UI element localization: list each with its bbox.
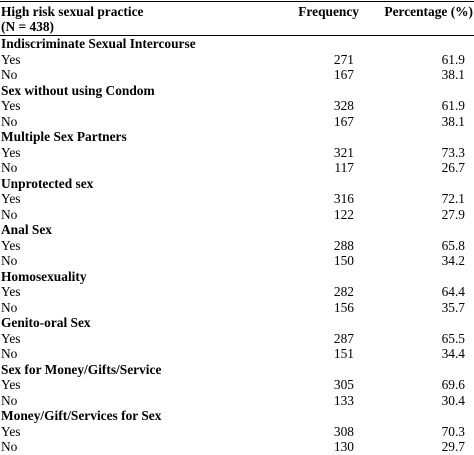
row-label: No xyxy=(1,67,18,82)
percentage-cell: 65.8 xyxy=(441,237,465,253)
table-row: Yes 308 70.3 xyxy=(0,424,474,440)
header-frequency: Frequency xyxy=(298,4,359,19)
frequency-cell: 167 xyxy=(333,113,354,129)
table-row: No 167 38.1 xyxy=(0,67,474,83)
table-row: No 117 26.7 xyxy=(0,160,474,176)
row-label: Yes xyxy=(1,51,21,67)
section-title: Unprotected sex xyxy=(1,175,94,191)
table-row: No 133 30.4 xyxy=(0,393,474,409)
percentage-cell: 73.3 xyxy=(441,144,465,160)
frequency-cell: 328 xyxy=(333,98,354,113)
percentage-cell: 29.7 xyxy=(441,439,465,454)
table-row: Yes 288 65.8 xyxy=(0,238,474,254)
frequency-cell: 122 xyxy=(333,206,354,222)
row-label: Yes xyxy=(1,98,21,113)
table-header: High risk sexual practice (N = 438) Freq… xyxy=(0,2,474,35)
row-label: Yes xyxy=(1,377,21,392)
table-row: No 156 35.7 xyxy=(0,300,474,316)
frequency-cell: 150 xyxy=(333,253,354,268)
row-label: No xyxy=(1,206,18,222)
percentage-cell: 61.9 xyxy=(441,51,465,67)
header-practice-label: High risk sexual practice xyxy=(1,4,144,19)
percentage-cell: 38.1 xyxy=(441,67,465,82)
table-body: Indiscriminate Sexual Intercourse Yes 271 6… xyxy=(0,36,474,455)
frequency-cell: 151 xyxy=(333,346,354,361)
row-label: No xyxy=(1,253,18,268)
frequency-cell: 308 xyxy=(333,423,354,439)
percentage-cell: 30.4 xyxy=(441,392,465,408)
row-label: No xyxy=(1,346,18,361)
frequency-cell: 282 xyxy=(333,284,354,299)
section-title: Sex without using Condom xyxy=(1,82,155,98)
row-label: No xyxy=(1,439,18,454)
section-title: Indiscriminate Sexual Intercourse xyxy=(1,36,196,51)
row-label: Yes xyxy=(1,191,21,206)
frequency-cell: 316 xyxy=(333,191,354,206)
percentage-cell: 69.6 xyxy=(441,377,465,392)
table-row: Yes 287 65.5 xyxy=(0,331,474,347)
table-row: No 122 27.9 xyxy=(0,207,474,223)
row-label: No xyxy=(1,392,18,408)
table-row: No 151 34.4 xyxy=(0,346,474,362)
section-title: Money/Gift/Services for Sex xyxy=(1,408,162,423)
row-label: No xyxy=(1,113,18,129)
table-top-rule xyxy=(0,1,474,2)
percentage-cell: 70.3 xyxy=(441,423,465,439)
section-title: Sex for Money/Gifts/Service xyxy=(1,361,162,377)
row-label: No xyxy=(1,160,18,175)
row-label: Yes xyxy=(1,144,21,160)
header-practice-cell: High risk sexual practice (N = 438) xyxy=(0,4,273,34)
header-sample-size: (N = 438) xyxy=(1,19,55,34)
row-label: Yes xyxy=(1,237,21,253)
percentage-cell: 61.9 xyxy=(441,98,465,113)
table-header-rule xyxy=(0,35,474,36)
frequency-cell: 305 xyxy=(333,377,354,392)
table-row: No 130 29.7 xyxy=(0,439,474,455)
table-row: No 150 34.2 xyxy=(0,253,474,269)
table-row: Yes 305 69.6 xyxy=(0,377,474,393)
percentage-cell: 27.9 xyxy=(441,206,465,222)
frequency-cell: 130 xyxy=(333,439,354,454)
table-row: No 167 38.1 xyxy=(0,114,474,130)
row-label: Yes xyxy=(1,284,21,299)
percentage-cell: 64.4 xyxy=(441,284,465,299)
table-row: Yes 328 61.9 xyxy=(0,98,474,114)
frequency-cell: 321 xyxy=(333,144,354,160)
row-label: Yes xyxy=(1,423,21,439)
row-label: Yes xyxy=(1,330,21,346)
percentage-cell: 72.1 xyxy=(441,191,465,206)
frequency-cell: 133 xyxy=(333,392,354,408)
row-label: No xyxy=(1,299,18,315)
frequency-cell: 288 xyxy=(333,237,354,253)
percentage-cell: 38.1 xyxy=(441,113,465,129)
section-title: Anal Sex xyxy=(1,222,52,237)
percentage-cell: 65.5 xyxy=(441,330,465,346)
header-percentage: Percentage (%) xyxy=(384,4,473,19)
table-row: Yes 271 61.9 xyxy=(0,52,474,68)
percentage-cell: 34.4 xyxy=(441,346,465,361)
section-title: Multiple Sex Partners xyxy=(1,129,127,144)
frequency-cell: 156 xyxy=(333,299,354,315)
percentage-cell: 34.2 xyxy=(441,253,465,268)
table-row: Yes 321 73.3 xyxy=(0,145,474,161)
section-title: Homosexuality xyxy=(1,268,87,284)
percentage-cell: 26.7 xyxy=(441,160,465,175)
frequency-cell: 167 xyxy=(333,67,354,82)
frequency-cell: 287 xyxy=(333,330,354,346)
frequency-cell: 271 xyxy=(333,51,354,67)
frequency-cell: 117 xyxy=(334,160,354,175)
table-row: Yes 316 72.1 xyxy=(0,191,474,207)
table-row: Yes 282 64.4 xyxy=(0,284,474,300)
percentage-cell: 35.7 xyxy=(441,299,465,315)
section-title: Genito-oral Sex xyxy=(1,315,91,330)
